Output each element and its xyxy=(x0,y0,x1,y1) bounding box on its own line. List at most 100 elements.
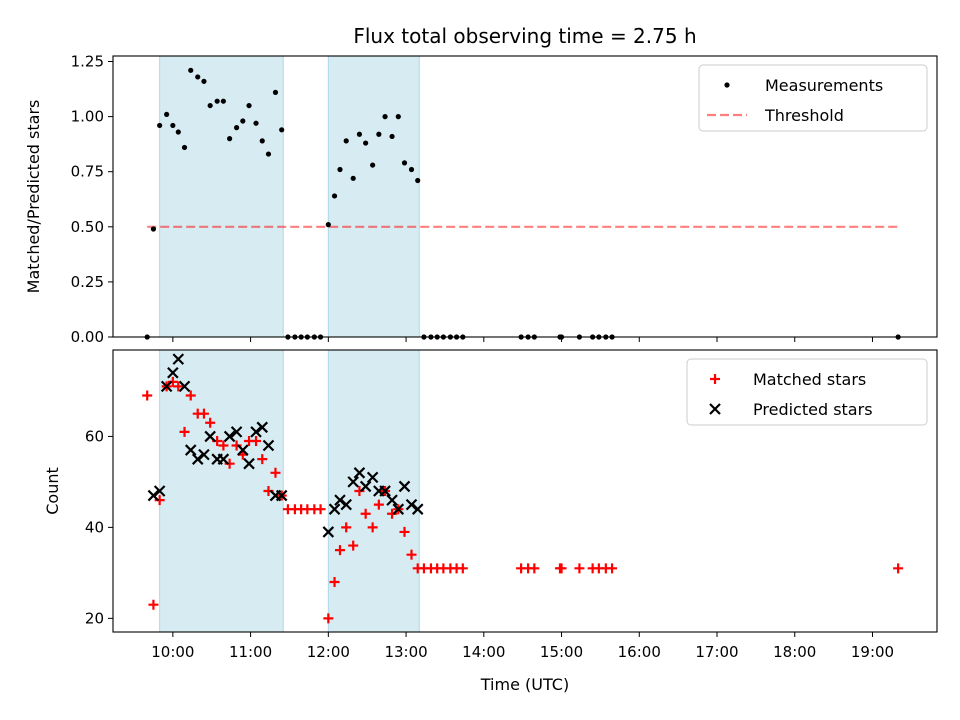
matched-point xyxy=(556,563,567,574)
y-tick-label: 0.00 xyxy=(71,328,104,346)
matched-point xyxy=(529,563,540,574)
matched-point xyxy=(179,426,190,437)
predicted-point xyxy=(191,453,204,465)
measurement-point xyxy=(259,138,265,144)
measurement-point xyxy=(337,166,343,173)
y-tick-label: 0.25 xyxy=(71,273,104,291)
matched-point xyxy=(367,522,378,533)
measurement-point xyxy=(246,102,252,109)
x-tick-label: 19:00 xyxy=(851,643,894,661)
predicted-point xyxy=(359,480,372,493)
y-tick-label: 0.50 xyxy=(71,218,104,236)
matched-point xyxy=(231,440,242,451)
predicted-point xyxy=(262,439,275,452)
predicted-point xyxy=(217,453,230,465)
matched-point xyxy=(154,495,165,506)
measurement-point xyxy=(188,67,194,73)
observing-window-2 xyxy=(327,55,420,338)
matched-point xyxy=(224,458,235,469)
measurement-point xyxy=(227,136,233,142)
measurement-point xyxy=(382,114,388,120)
measurement-point xyxy=(401,160,408,166)
matched-point xyxy=(341,522,352,533)
predicted-point xyxy=(256,421,269,434)
predicted-point xyxy=(178,380,191,393)
measurement-point xyxy=(265,151,272,157)
x-tick-label: 11:00 xyxy=(229,643,272,661)
matched-point xyxy=(354,486,365,496)
predicted-point xyxy=(167,366,179,379)
axes-frame xyxy=(112,55,938,338)
measurement-point xyxy=(272,89,279,95)
y-tick-label: 40 xyxy=(85,518,104,536)
measurement-point xyxy=(325,222,331,228)
x-tick-label: 10:00 xyxy=(151,643,194,661)
measurement-point xyxy=(207,102,213,109)
chart-title: Flux total observing time = 2.75 h xyxy=(353,24,696,48)
ratio-panel: 0.00 0.25 0.50 0.75 1.00 1.25 Matched/Predicte… xyxy=(24,53,938,346)
matched-point xyxy=(185,390,196,401)
predicted-point xyxy=(334,494,346,506)
x-tick-label: 17:00 xyxy=(695,643,738,661)
matched-point xyxy=(251,435,262,446)
measurement-point xyxy=(157,122,163,129)
matched-point xyxy=(348,540,359,551)
measurement-point xyxy=(356,131,363,137)
y-axis-label: Matched/Predicted stars xyxy=(24,100,43,294)
measurement-point xyxy=(408,166,415,173)
measurement-point xyxy=(175,129,181,135)
predicted-point xyxy=(322,526,335,538)
predicted-point xyxy=(347,476,359,488)
predicted-point xyxy=(230,426,243,438)
x-tick-label: 16:00 xyxy=(618,643,661,661)
measurement-point xyxy=(201,78,207,84)
legend-label: Threshold xyxy=(764,106,844,125)
matched-point xyxy=(457,563,468,574)
predicted-point xyxy=(243,457,255,470)
predicted-point xyxy=(147,489,160,502)
matched-point xyxy=(205,417,216,428)
predicted-point xyxy=(328,503,341,515)
measurement-point xyxy=(170,122,176,129)
predicted-point xyxy=(398,480,411,493)
legend: Measurements Threshold xyxy=(698,64,928,132)
predicted-point xyxy=(204,430,216,443)
measurement-point xyxy=(253,120,259,126)
measurement-point xyxy=(164,111,170,118)
predicted-point xyxy=(275,489,288,502)
measurement-point xyxy=(415,177,421,184)
predicted-point xyxy=(223,430,236,443)
predicted-point xyxy=(160,380,173,393)
y-axis-label: Count xyxy=(43,467,62,515)
matched-point xyxy=(387,508,398,519)
matched-point xyxy=(323,613,334,624)
measurement-point xyxy=(376,131,382,137)
legend-label: Predicted stars xyxy=(753,400,873,419)
x-tick-label: 13:00 xyxy=(384,643,427,661)
predicted-point xyxy=(353,467,366,479)
y-tick-label: 20 xyxy=(85,609,104,627)
matched-point xyxy=(257,454,268,465)
x-tick-label: 12:00 xyxy=(307,643,350,661)
y-tick-label: 60 xyxy=(85,427,104,445)
observing-window-2 xyxy=(327,349,420,633)
predicted-point xyxy=(386,494,398,506)
series-matched-stars xyxy=(142,376,904,624)
observing-window-1 xyxy=(159,349,284,633)
matched-point xyxy=(406,549,417,560)
predicted-point xyxy=(153,485,166,497)
measurement-point xyxy=(363,140,369,146)
matched-point xyxy=(173,381,184,392)
y-tick-label: 1.00 xyxy=(71,108,104,126)
legend-marker xyxy=(724,82,730,88)
observing-window-1 xyxy=(159,55,284,338)
legend-marker xyxy=(710,374,720,384)
matched-point xyxy=(142,390,153,401)
legend-label: Matched stars xyxy=(753,370,866,389)
predicted-point xyxy=(411,503,424,515)
measurement-point xyxy=(279,127,285,133)
matched-point xyxy=(399,526,410,537)
matched-point xyxy=(218,440,229,451)
axes-frame xyxy=(112,349,938,633)
